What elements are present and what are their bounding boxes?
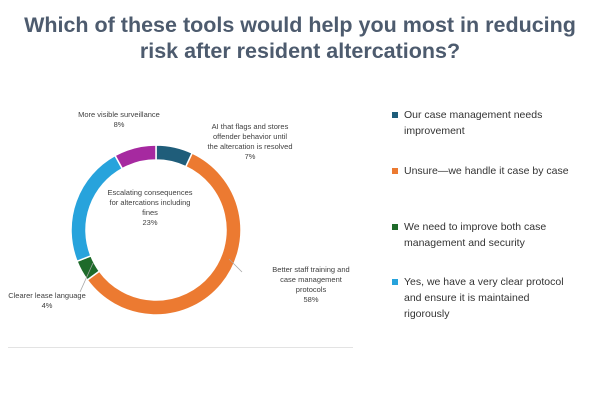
legend-label-3-line-1: We need to improve both case <box>404 221 547 233</box>
legend-swatch-4 <box>392 279 398 285</box>
divider <box>8 347 353 348</box>
legend-label-1-line-1: Our case management needs <box>404 109 543 121</box>
legend-swatch-3 <box>392 224 398 230</box>
legend-label-4: Yes, we have a very clear protocol and e… <box>404 274 594 322</box>
legend-label-4-line-1: Yes, we have a very clear protocol <box>404 276 564 288</box>
title-line-1: Which of these tools would help you most… <box>24 13 576 37</box>
data-label-5: More visible surveillance 8% <box>78 110 160 129</box>
legend-label-4-line-3: rigorously <box>404 308 450 320</box>
data-label-4: Escalating consequences for altercations … <box>107 188 192 227</box>
legend-label-1: Our case management needs improvement <box>404 107 594 139</box>
legend-label-3: We need to improve both case management … <box>404 219 594 251</box>
legend-label-2-line-1: Unsure—we handle it case by case <box>404 165 569 177</box>
chart-title: Which of these tools would help you most… <box>0 12 600 64</box>
title-line-2: risk after resident altercations? <box>139 39 461 63</box>
data-label-2: Better staff training and case management… <box>272 265 349 304</box>
slice-4 <box>70 154 124 263</box>
legend-label-1-line-2: improvement <box>404 125 465 137</box>
slice-5 <box>114 144 157 170</box>
legend-label-4-line-2: and ensure it is maintained <box>404 292 530 304</box>
legend-swatch-2 <box>392 168 398 174</box>
legend-label-2: Unsure—we handle it case by case <box>404 163 594 179</box>
legend-label-3-line-2: management and security <box>404 237 525 249</box>
data-label-3: Clearer lease language 4% <box>8 291 86 310</box>
data-label-1: AI that flags and stores offender behavio… <box>207 122 292 161</box>
leader-line-2 <box>228 258 243 273</box>
legend-swatch-1 <box>392 112 398 118</box>
leader-line-3 <box>79 262 94 293</box>
